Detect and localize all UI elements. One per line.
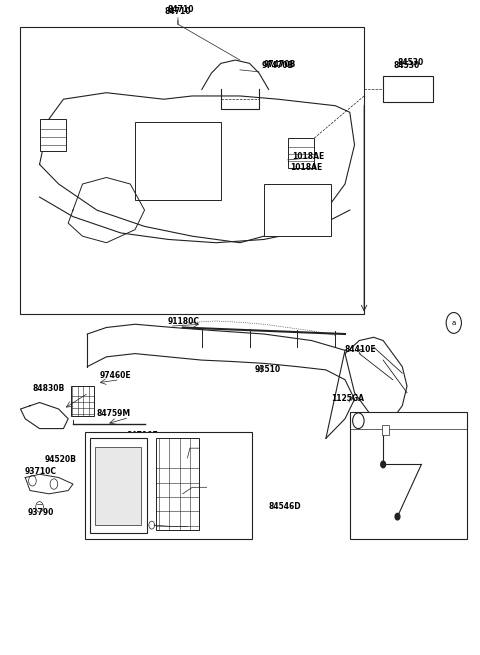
Text: 84546D: 84546D	[269, 502, 301, 512]
Text: 94520B: 94520B	[44, 455, 76, 464]
Text: 93510: 93510	[254, 365, 280, 375]
Text: 1249JF: 1249JF	[206, 489, 229, 495]
Text: 97480B: 97480B	[222, 511, 254, 520]
Text: 1018AE: 1018AE	[290, 163, 323, 172]
Text: 1350RC: 1350RC	[376, 457, 402, 462]
Bar	[288, 138, 314, 168]
Text: 84530: 84530	[398, 58, 424, 67]
Text: 1018AE: 1018AE	[292, 151, 325, 160]
Text: 93790: 93790	[28, 508, 54, 517]
Bar	[156, 438, 199, 530]
Text: 84710: 84710	[167, 5, 193, 14]
Text: 84530: 84530	[394, 61, 420, 70]
Text: 97460E: 97460E	[99, 371, 131, 380]
Text: 97410B: 97410B	[190, 437, 222, 446]
Text: 84710: 84710	[165, 7, 191, 16]
Bar	[383, 77, 433, 102]
Bar	[96, 447, 141, 525]
Text: 1140FH: 1140FH	[409, 447, 435, 453]
Text: 84410E: 84410E	[345, 345, 377, 354]
Bar	[135, 122, 221, 200]
Text: 84830B: 84830B	[33, 384, 65, 393]
Bar	[39, 119, 66, 151]
Text: a: a	[357, 419, 360, 423]
Bar	[264, 184, 331, 236]
Text: 1249ED: 1249ED	[188, 519, 220, 529]
Text: 84741A: 84741A	[88, 525, 120, 534]
Bar	[90, 438, 147, 533]
Text: 97470B: 97470B	[262, 61, 294, 70]
Text: 84710F: 84710F	[126, 431, 158, 440]
Text: 97470B: 97470B	[264, 60, 296, 69]
Text: 93710C: 93710C	[24, 467, 56, 476]
Text: 1125GA: 1125GA	[331, 394, 364, 403]
Bar	[71, 386, 95, 415]
Text: 84477: 84477	[365, 424, 392, 433]
Text: 84759M: 84759M	[97, 409, 131, 417]
Text: a: a	[452, 320, 456, 326]
Bar	[85, 432, 252, 540]
Bar	[350, 412, 467, 540]
Circle shape	[381, 461, 385, 468]
Bar	[21, 28, 364, 314]
Circle shape	[395, 514, 400, 520]
Bar	[382, 425, 389, 435]
Text: 91180C: 91180C	[168, 317, 200, 326]
Text: 97420: 97420	[206, 476, 233, 485]
